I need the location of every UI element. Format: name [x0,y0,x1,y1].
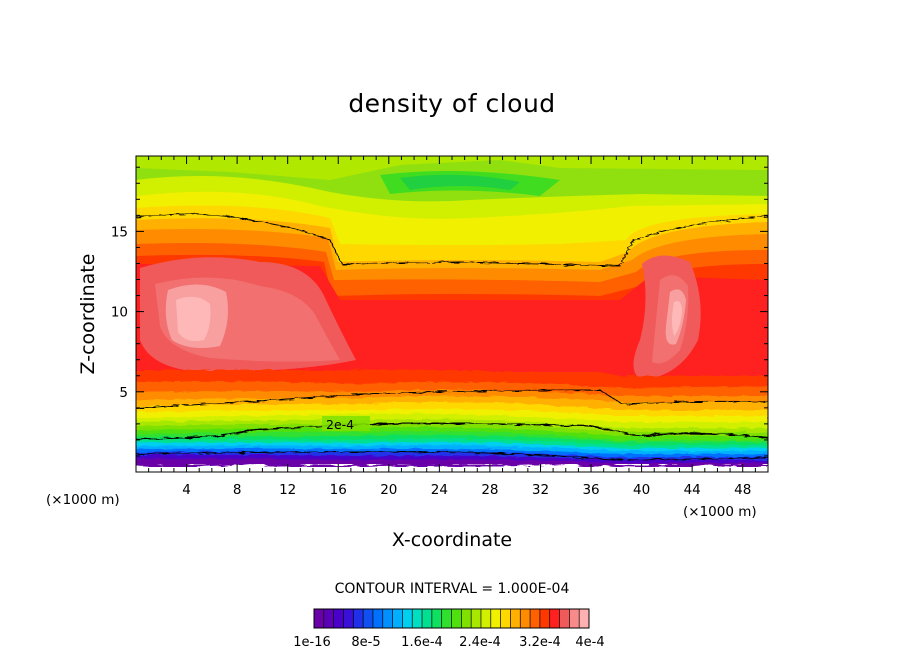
colorbar-swatch [382,609,393,628]
colorbar-tick-label: 2.4e-4 [459,635,501,650]
colorbar-swatch [372,609,384,628]
colorbar-frame [313,608,590,629]
colorbar-tick-label: 3.2e-4 [519,635,561,650]
x-tick-label: 24 [431,482,448,498]
y-axis-label: Z-coordinate [77,254,99,375]
y-tick-label: 15 [111,224,128,240]
x-tick-label: 36 [582,482,599,498]
colorbar-tick-label: 4e-4 [575,635,604,650]
colorbar-swatch [314,609,325,628]
colorbar-swatch [549,609,560,628]
colorbar-swatch [363,609,374,628]
x-right-unit-label: (×1000 m) [683,504,757,520]
colorbar-swatch [451,609,462,628]
colorbar-swatch [392,609,403,628]
colorbar-swatch [480,609,492,628]
colorbar-swatch [441,609,452,628]
x-axis-ticks: 4 8 12 16 20 24 28 32 36 40 44 48 [135,156,769,498]
chart-title: density of cloud [348,89,555,118]
colorbar-swatch [333,609,344,628]
x-tick-label: 20 [380,482,397,498]
colorbar-swatch [402,609,413,628]
colorbar-swatch [323,609,334,628]
colorbar-swatch [353,609,364,628]
colorbar-swatch [539,609,551,628]
x-tick-label: 48 [734,482,751,498]
colorbar-tick-label: 1.6e-4 [401,635,443,650]
colorbar-swatch [530,609,541,628]
y-axis-ticks: 5 10 15 [111,166,768,457]
x-tick-label: 40 [633,482,650,498]
colorbar-tick-label: 8e-5 [351,635,380,650]
x-tick-label: 32 [532,482,549,498]
contour-line-label: 2e-4 [326,417,354,432]
y-tick-label: 10 [111,305,128,321]
contour-interval-text: CONTOUR INTERVAL = 1.000E-04 [335,581,570,597]
x-tick-label: 44 [684,482,701,498]
colorbar-swatch [412,609,423,628]
x-tick-label: 4 [182,482,191,498]
x-tick-label: 16 [330,482,347,498]
colorbar-swatch [510,609,521,628]
x-tick-label: 8 [233,482,242,498]
colorbar-swatch [490,609,501,628]
colorbar-swatch [471,609,482,628]
colorbar-swatch [569,609,580,628]
colorbar-swatch [431,609,442,628]
colorbar-tick-label: 1e-16 [293,635,331,650]
colorbar-labels: 1e-16 8e-5 1.6e-4 2.4e-4 3.2e-4 4e-4 [293,635,604,650]
colorbar-swatch [520,609,531,628]
colorbar [314,609,590,628]
colorbar-swatch [559,609,570,628]
x-axis-label: X-coordinate [392,529,512,551]
x-tick-label: 28 [481,482,498,498]
x-tick-label: 12 [279,482,296,498]
colorbar-swatch [461,609,472,628]
colorbar-swatch [343,609,354,628]
x-left-unit-label: (×1000 m) [46,492,120,508]
contour-field: 2e-4 [136,156,768,472]
colorbar-swatch [500,609,511,628]
colorbar-swatch [422,609,433,628]
y-tick-label: 5 [119,385,128,401]
colorbar-swatch [579,609,590,628]
